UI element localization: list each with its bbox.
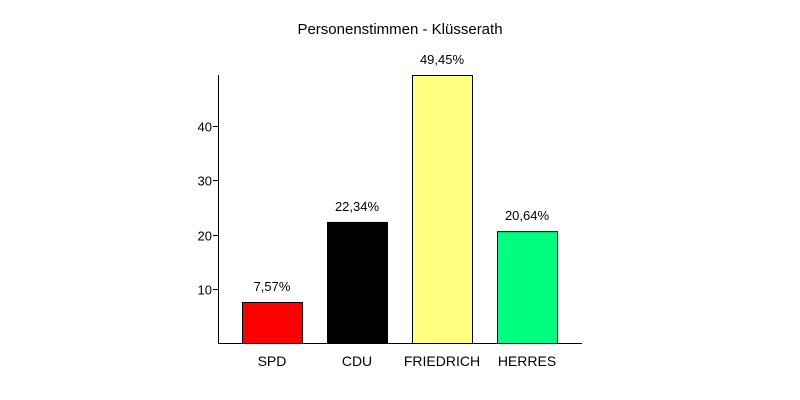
chart-title: Personenstimmen - Klüsserath bbox=[297, 21, 502, 38]
category-label-herres: HERRES bbox=[498, 353, 556, 369]
y-tick-label-10: 10 bbox=[198, 283, 212, 298]
category-label-friedrich: FRIEDRICH bbox=[404, 353, 480, 369]
data-label-spd: 7,57% bbox=[254, 279, 291, 294]
y-tick-label-30: 30 bbox=[198, 174, 212, 189]
category-label-spd: SPD bbox=[258, 353, 287, 369]
data-label-cdu: 22,34% bbox=[335, 199, 380, 214]
bar-herres bbox=[497, 231, 558, 344]
category-label-cdu: CDU bbox=[342, 353, 372, 369]
bar-spd bbox=[242, 301, 303, 345]
bar-cdu bbox=[327, 221, 388, 344]
bar-friedrich bbox=[412, 75, 473, 344]
y-tick-label-20: 20 bbox=[198, 229, 212, 244]
y-tick-label-40: 40 bbox=[198, 120, 212, 135]
data-label-herres: 20,64% bbox=[505, 208, 550, 223]
data-label-friedrich: 49,45% bbox=[420, 52, 465, 67]
